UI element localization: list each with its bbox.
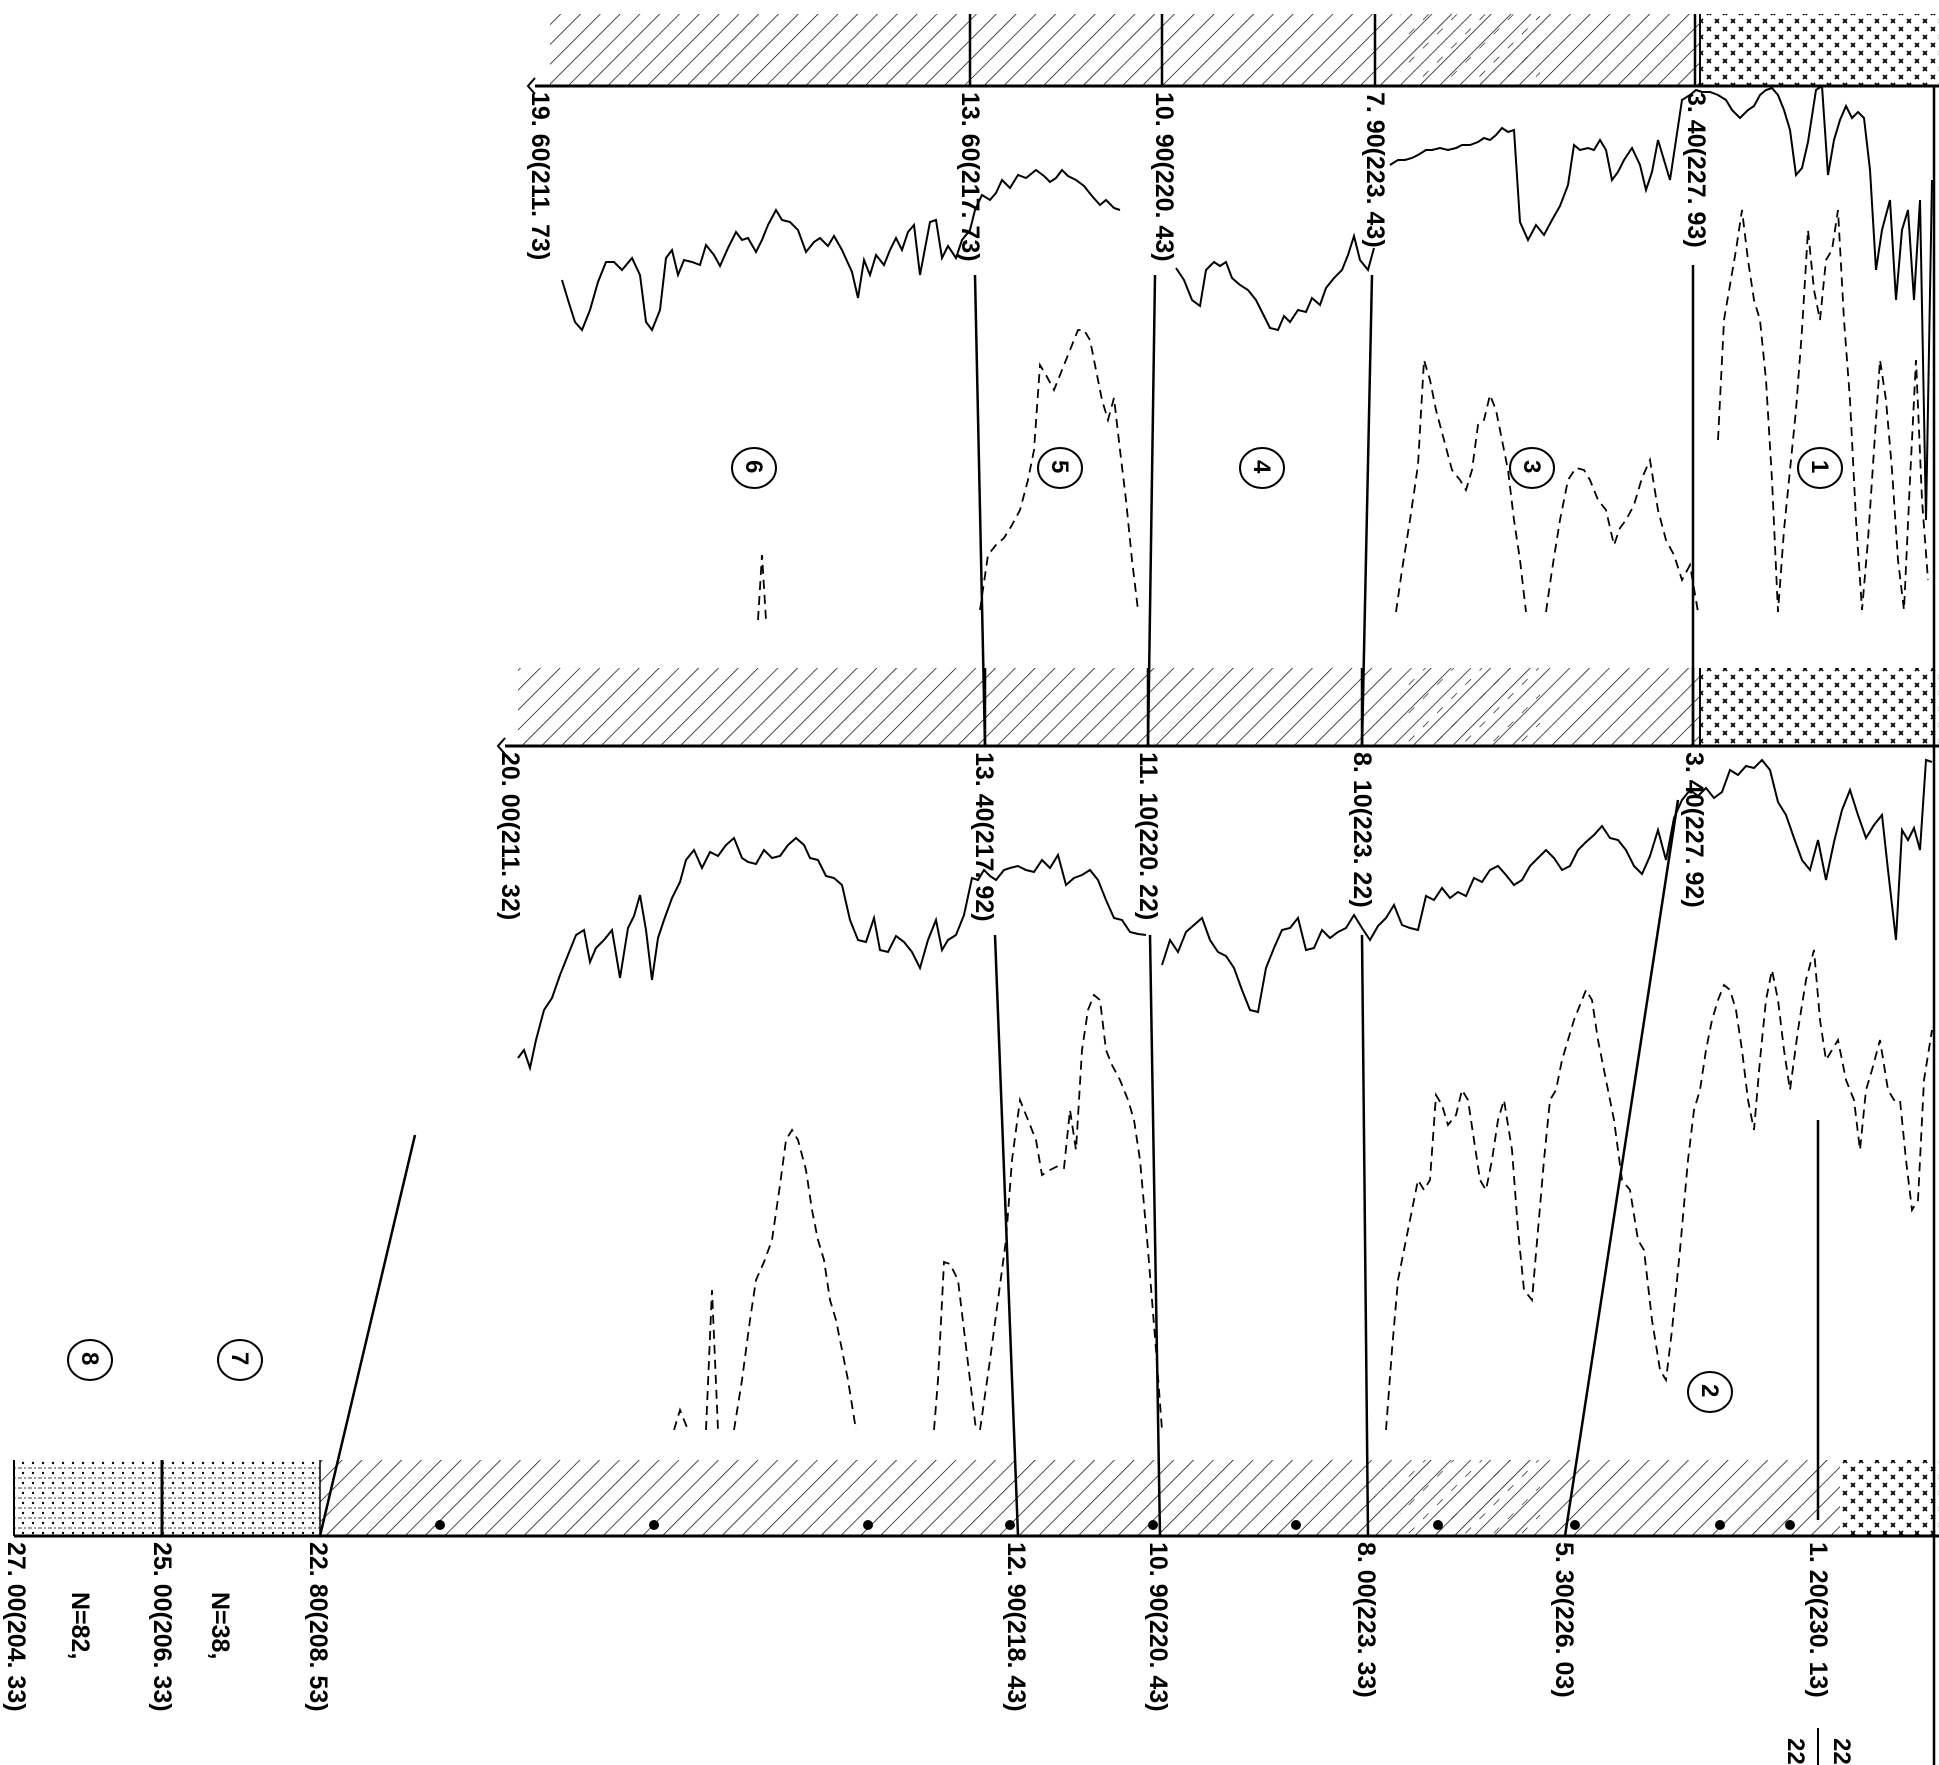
middle-label-2: 13. 40(217. 92) — [970, 752, 998, 922]
right-column-labels: 27. 00(204. 33) 25. 00(206. 33) 22. 80(2… — [2, 1542, 1855, 1765]
layer-number-3: 3 — [1518, 460, 1545, 473]
middle-label-5: 3. 40(227. 92) — [1680, 752, 1708, 908]
column-axes — [14, 77, 1939, 1765]
log-curves-solid — [517, 84, 1933, 1072]
right-label-7: 5. 30(226. 03) — [1550, 1542, 1578, 1698]
layer-marker-4 — [1239, 447, 1285, 489]
right-label-6: 8. 00(223. 33) — [1352, 1542, 1380, 1698]
sample-markers — [435, 1520, 1795, 1530]
layer-number-8: 8 — [76, 1352, 103, 1365]
left-label-1: 19. 60(211. 73) — [526, 92, 554, 260]
right-label-3: 22. 80(208. 53) — [304, 1542, 332, 1712]
layer-numbers: 1 2 3 4 5 6 7 8 — [76, 460, 1833, 1397]
layer-marker-6 — [731, 447, 777, 489]
right-label-5: 10. 90(220. 43) — [1144, 1542, 1172, 1712]
lithology-strip-middle — [518, 668, 1939, 746]
layer-number-1: 1 — [1806, 460, 1833, 473]
middle-label-4: 8. 10(223. 22) — [1348, 752, 1376, 908]
left-column-labels: 19. 60(211. 73) 13. 60(217. 73) 10. 90(2… — [526, 92, 1710, 262]
layer-number-7: 7 — [226, 1352, 253, 1365]
log-curves-dashed — [673, 209, 1933, 1431]
layer-number-2: 2 — [1696, 1384, 1723, 1397]
middle-label-3: 11. 10(220. 22) — [1134, 752, 1162, 920]
edge-number-1: 22 — [1782, 1738, 1809, 1765]
right-label-8: 1. 20(230. 13) — [1804, 1542, 1832, 1698]
layer-marker-2 — [1687, 1371, 1733, 1413]
right-label-1: 27. 00(204. 33) — [2, 1542, 30, 1712]
boundary-ticks — [968, 14, 1697, 746]
left-label-3: 10. 90(220. 43) — [1150, 92, 1178, 262]
layer-number-5: 5 — [1046, 460, 1073, 473]
layer-marker-7 — [217, 1339, 263, 1381]
lithology-strip-right — [13, 1460, 1939, 1536]
left-label-4: 7. 90(223. 43) — [1361, 92, 1389, 248]
left-label-2: 13. 60(217. 73) — [956, 92, 984, 262]
layer-marker-5 — [1037, 447, 1083, 489]
middle-column-labels: 20. 00(211. 32) 13. 40(217. 92) 11. 10(2… — [496, 752, 1708, 922]
layer-number-4: 4 — [1248, 460, 1275, 474]
layer-number-6: 6 — [740, 460, 767, 473]
edge-number-2: 22 — [1828, 1738, 1855, 1765]
layer-marker-3 — [1509, 447, 1555, 489]
layer-marker-1 — [1797, 447, 1843, 489]
layer-marker-8 — [67, 1339, 113, 1381]
left-label-5: 3. 40(227. 93) — [1682, 92, 1710, 248]
lithology-strip-left — [550, 14, 1939, 86]
correlation-lines — [318, 265, 1695, 1537]
right-label-2: 25. 00(206. 33) — [148, 1542, 176, 1712]
count-label-1: N=82, — [66, 1592, 94, 1659]
middle-label-1: 20. 00(211. 32) — [496, 752, 524, 920]
count-label-2: N=38, — [206, 1592, 234, 1659]
layer-markers — [67, 447, 1843, 1413]
right-label-4: 12. 90(218. 43) — [1002, 1542, 1030, 1712]
